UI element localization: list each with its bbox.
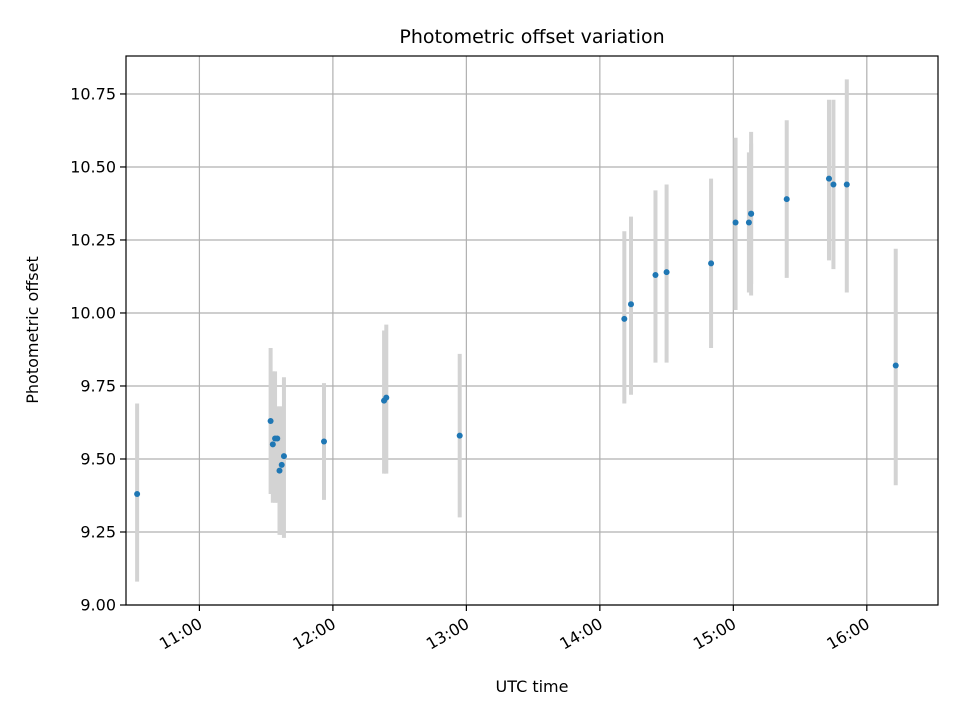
plot-frame <box>125 55 939 606</box>
y-tick-label: 9.00 <box>80 596 116 615</box>
grid-lines <box>126 56 938 606</box>
data-point <box>708 260 715 267</box>
data-point <box>663 269 670 276</box>
data-point <box>652 272 659 279</box>
data-point <box>745 219 752 226</box>
data-point <box>748 210 755 217</box>
y-tick-label: 10.75 <box>70 84 116 103</box>
data-point <box>274 435 281 442</box>
data-point <box>825 175 832 182</box>
data-point <box>843 181 850 188</box>
data-point <box>830 181 837 188</box>
y-tick-label: 9.25 <box>80 522 116 541</box>
chart-title: Photometric offset variation <box>399 26 664 48</box>
data-point <box>278 461 285 468</box>
data-point <box>456 432 463 439</box>
data-point <box>320 438 327 445</box>
data-point <box>783 196 790 203</box>
data-point <box>892 362 899 369</box>
x-axis-label: UTC time <box>496 677 569 696</box>
y-axis-label: Photometric offset <box>23 256 42 404</box>
data-point <box>276 467 283 474</box>
data-point <box>621 315 628 322</box>
data-point <box>269 441 276 448</box>
y-tick-label: 9.75 <box>80 376 116 395</box>
y-tick-label: 9.50 <box>80 449 116 468</box>
data-point <box>280 453 287 460</box>
y-axis-ticks: 9.00 9.25 9.50 9.75 10.00 10.25 10.50 10.75 <box>70 84 126 615</box>
data-points <box>134 175 899 498</box>
data-point <box>383 394 390 401</box>
y-tick-label: 10.00 <box>70 303 116 322</box>
data-point <box>627 301 634 308</box>
y-tick-label: 10.25 <box>70 230 116 249</box>
y-tick-label: 10.50 <box>70 157 116 176</box>
data-point <box>732 219 739 226</box>
data-point <box>267 418 274 425</box>
data-point <box>134 491 141 498</box>
